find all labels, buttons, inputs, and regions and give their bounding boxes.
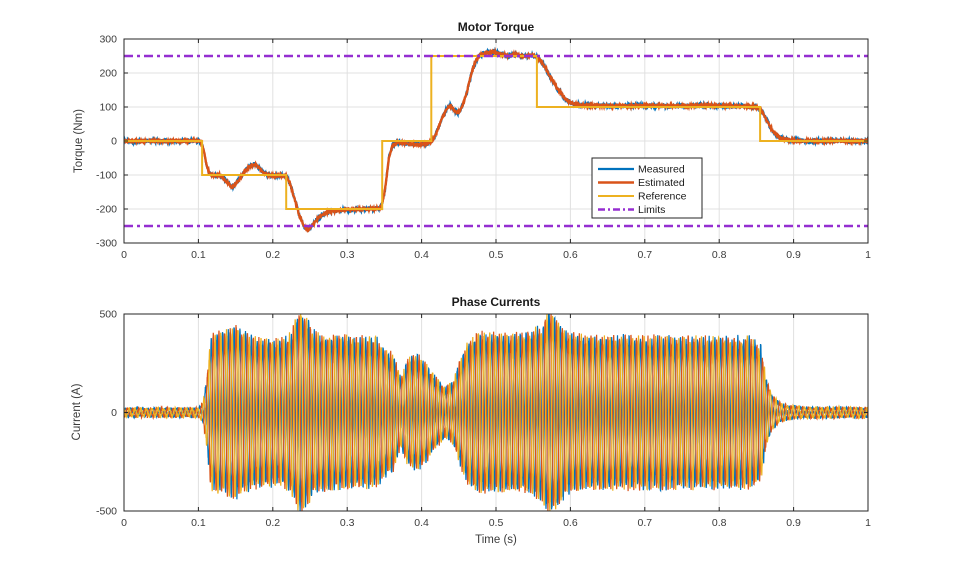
y-tick-label: 0 <box>111 136 117 148</box>
y-tick-label: 0 <box>111 407 117 419</box>
torque-gridlines <box>123 38 869 244</box>
time-xlabel: Time (s) <box>475 534 517 546</box>
x-tick-label: 1 <box>865 249 871 261</box>
torque-plot-title: Motor Torque <box>458 20 535 34</box>
x-tick-label: 0.7 <box>637 517 652 529</box>
y-tick-label: 500 <box>99 309 117 321</box>
x-tick-label: 0.4 <box>414 249 429 261</box>
current-axes-frame <box>123 313 869 512</box>
x-tick-label: 0.8 <box>712 517 727 529</box>
x-tick-label: 0.9 <box>786 249 801 261</box>
x-tick-label: 1 <box>865 517 871 529</box>
torque-tick-labels: 0 0.1 0.2 0.3 0.4 0.5 0.6 0.7 0.8 0.9 1 -300 -200 -10… <box>96 34 871 262</box>
torque-axes-frame <box>123 38 869 244</box>
x-tick-label: 0.7 <box>637 249 652 261</box>
x-tick-label: 0.3 <box>340 517 355 529</box>
torque-ylabel: Torque (Nm) <box>73 109 85 173</box>
current-series <box>124 314 868 511</box>
torque-plot: 0 0.1 0.2 0.3 0.4 0.5 0.6 0.7 0.8 0.9 1 -300 -200 -10… <box>73 20 871 261</box>
x-tick-label: 0.6 <box>563 249 578 261</box>
x-tick-label: 0.1 <box>191 249 206 261</box>
x-tick-label: 0.3 <box>340 249 355 261</box>
x-tick-label: 0.2 <box>265 249 280 261</box>
legend-entry-label: Measured <box>638 164 685 176</box>
y-tick-label: -200 <box>96 204 117 216</box>
y-tick-label: 200 <box>99 68 117 80</box>
phase-a-line <box>124 314 868 511</box>
legend-entry-label: Estimated <box>638 177 685 189</box>
y-tick-label: -100 <box>96 170 117 182</box>
reference-line <box>124 55 868 210</box>
torque-series <box>124 46 868 233</box>
x-tick-label: 0.6 <box>563 517 578 529</box>
x-tick-label: 0.5 <box>489 517 504 529</box>
x-tick-label: 0.2 <box>265 517 280 529</box>
current-plot-title: Phase Currents <box>452 295 541 309</box>
current-ylabel: Current (A) <box>71 383 83 440</box>
x-tick-label: 0.9 <box>786 517 801 529</box>
phase-c-line <box>124 314 868 511</box>
legend-entry-label: Limits <box>638 204 665 216</box>
y-tick-label: 100 <box>99 102 117 114</box>
y-tick-label: -300 <box>96 238 117 250</box>
y-tick-label: -500 <box>96 506 117 518</box>
x-tick-label: 0.5 <box>489 249 504 261</box>
legend-entry-label: Reference <box>638 191 687 203</box>
x-tick-label: 0.1 <box>191 517 206 529</box>
y-tick-label: 300 <box>99 34 117 46</box>
x-tick-label: 0 <box>121 249 127 261</box>
x-tick-label: 0 <box>121 517 127 529</box>
x-tick-label: 0.8 <box>712 249 727 261</box>
current-tick-labels: 0 0.1 0.2 0.3 0.4 0.5 0.6 0.7 0.8 0.9 1 -500 0 500 <box>96 309 871 530</box>
current-plot: 0 0.1 0.2 0.3 0.4 0.5 0.6 0.7 0.8 0.9 1 -500 0 500 Ph… <box>71 295 871 546</box>
phase-b-line <box>124 314 868 511</box>
x-tick-label: 0.4 <box>414 517 429 529</box>
